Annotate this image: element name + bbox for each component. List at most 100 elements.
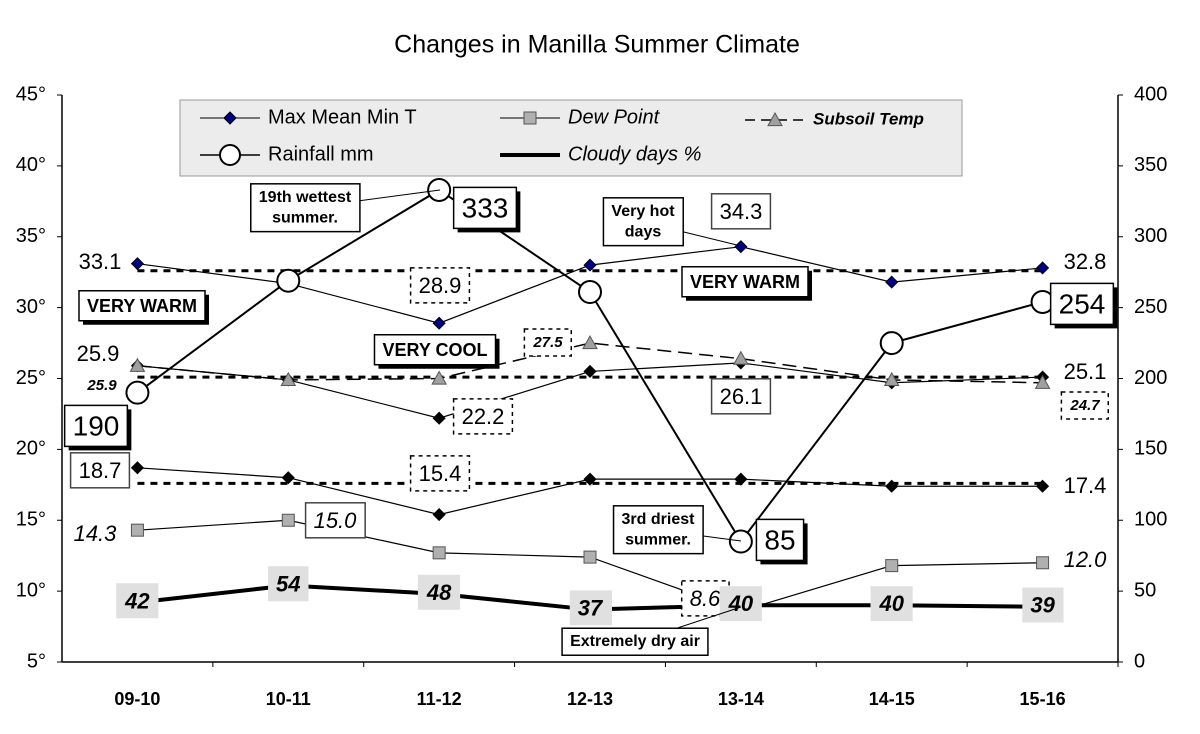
dew-point-marker — [1036, 556, 1050, 570]
data-label: 27.5 — [523, 328, 573, 357]
data-label: 8.6 — [680, 580, 730, 617]
cloudy-label-text: 40 — [878, 591, 904, 616]
max-temp-marker — [130, 257, 144, 271]
data-label: 32.8 — [1064, 249, 1107, 274]
subsoil-marker — [1034, 374, 1051, 389]
data-label-box — [1049, 282, 1115, 326]
annotation-box — [561, 627, 709, 656]
data-label-box — [69, 452, 131, 489]
cloudy-label: 39 — [1022, 587, 1064, 623]
y-tick-label: 10° — [16, 579, 46, 601]
data-label: 254 — [1049, 282, 1118, 329]
cloudy-label: 37 — [569, 590, 612, 626]
data-label: 22.2 — [452, 398, 514, 435]
max-temp-marker — [885, 275, 899, 289]
cloudy-label-box — [116, 583, 159, 619]
data-label-text: 26.1 — [720, 384, 763, 409]
cloudy-label-text: 42 — [124, 588, 150, 613]
y-tick-label: 40° — [16, 154, 46, 176]
annotation-text: VERY WARM — [690, 272, 800, 292]
subsoil-marker — [129, 357, 146, 372]
data-label-text: 25.9 — [86, 377, 117, 394]
y-tick-label: 20° — [16, 438, 46, 460]
min-temp-marker — [281, 471, 295, 485]
cloudy-label: 48 — [417, 574, 461, 610]
y-tick-label: 15° — [16, 509, 46, 531]
legend-label: Rainfall mm — [268, 143, 374, 165]
data-label: 18.7 — [69, 452, 131, 489]
subsoil-marker — [280, 371, 297, 387]
max-temp-marker — [432, 316, 446, 330]
legend-marker — [219, 144, 241, 166]
annotation: VERY COOL — [373, 334, 500, 369]
annotation-box — [681, 266, 809, 298]
cloudy-label-box — [1022, 587, 1064, 623]
y2-tick-label: 350 — [1134, 154, 1167, 176]
y-tick-label: 35° — [16, 225, 46, 247]
legend-marker — [223, 111, 237, 125]
data-label: 17.4 — [1064, 473, 1107, 498]
data-label: 14.3 — [74, 521, 118, 546]
annotation-text: VERY WARM — [87, 296, 197, 316]
legend-label: Cloudy days % — [568, 143, 701, 165]
data-label: 25.9 — [86, 377, 117, 394]
data-label-text: 33.1 — [79, 249, 122, 274]
annotation: 3rd driest summer. — [612, 505, 742, 555]
y2-tick-label: 0 — [1134, 650, 1145, 672]
annotation-text: Very hot — [611, 203, 675, 220]
subsoil-marker — [883, 371, 900, 387]
dew-point-marker — [130, 523, 144, 537]
cloudy-label-text: 37 — [578, 595, 604, 620]
annotation-box — [373, 334, 497, 366]
data-label-text: 85 — [764, 524, 795, 555]
data-label: 15.4 — [409, 455, 471, 492]
data-label: 12.0 — [1064, 547, 1108, 572]
data-label-text: 25.9 — [77, 341, 120, 366]
data-label-text: 15.0 — [314, 508, 358, 533]
data-label-box — [452, 186, 518, 230]
annotation: Very hot days — [602, 197, 742, 247]
rainfall-marker — [728, 529, 753, 554]
rainfall-marker — [276, 268, 301, 293]
cloudy-label-box — [870, 586, 913, 622]
data-label: 26.1 — [710, 378, 772, 415]
data-label: 25.9 — [77, 341, 120, 366]
cloudy-label-text: 40 — [728, 591, 754, 616]
y-tick-label: 5° — [27, 650, 46, 672]
data-label: 34.3 — [710, 193, 772, 230]
cloudy-label-box — [719, 586, 762, 622]
rainfall-marker — [125, 380, 150, 405]
annotation: VERY WARM — [78, 290, 210, 325]
data-label-text: 22.2 — [462, 404, 505, 429]
rainfall-marker — [879, 331, 904, 356]
data-label: 85 — [755, 518, 808, 565]
y2-tick-label: 200 — [1134, 367, 1167, 389]
data-label-text: 8.6 — [690, 586, 721, 611]
data-label-box — [452, 398, 514, 435]
x-tick-label: 14-15 — [869, 689, 915, 709]
annotation-text: days — [625, 224, 662, 241]
cloudy-label-box — [268, 566, 309, 602]
data-label-text: 28.9 — [419, 273, 462, 298]
data-label-box — [409, 267, 471, 304]
data-label-text: 14.3 — [74, 521, 118, 546]
data-label-text: 15.4 — [419, 461, 462, 486]
annotation-text: Extremely dry air — [570, 633, 700, 650]
x-tick-label: 11-12 — [417, 689, 462, 709]
annotation: 19th wettest summer. — [250, 183, 441, 233]
cloudy-label-box — [417, 574, 461, 610]
y2-tick-label: 250 — [1134, 296, 1167, 318]
max-temp-marker — [583, 258, 597, 272]
min-temp-marker — [885, 479, 899, 493]
annotation-text: VERY COOL — [382, 340, 487, 360]
data-label-text: 12.0 — [1064, 547, 1108, 572]
data-label: 190 — [63, 404, 132, 451]
dew-point-marker — [885, 559, 899, 573]
legend-label: Dew Point — [568, 106, 661, 128]
data-label-text: 190 — [73, 410, 120, 441]
min-temp-marker — [1036, 479, 1050, 493]
subsoil-marker — [733, 350, 749, 365]
x-tick-label: 09-10 — [114, 689, 160, 709]
x-tick-label: 15-16 — [1020, 689, 1066, 709]
